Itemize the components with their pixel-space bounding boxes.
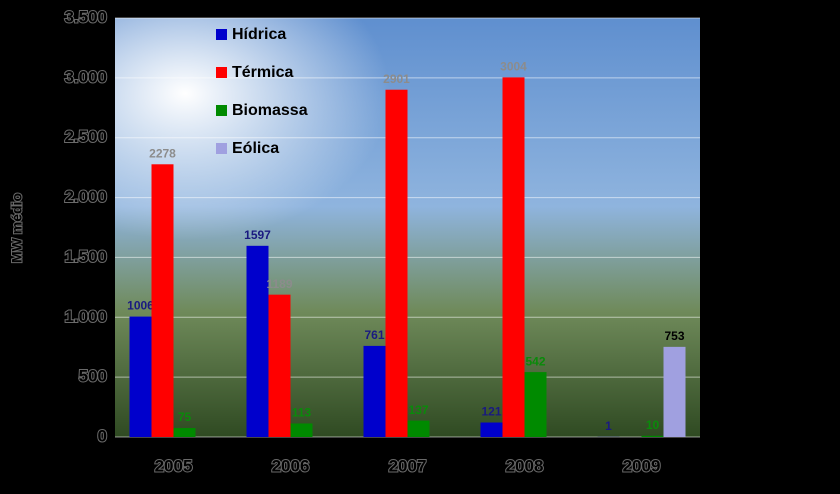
bar: [363, 345, 386, 437]
value-label: 1597: [244, 228, 271, 242]
y-tick-label: 0: [98, 426, 107, 445]
y-tick-label: 3.000: [64, 67, 107, 86]
bar: [480, 422, 503, 437]
bar: [290, 423, 313, 437]
value-label: 2278: [149, 146, 176, 160]
y-tick-label: 500: [79, 367, 107, 386]
value-label: 753: [664, 329, 684, 343]
value-label: 542: [525, 354, 545, 368]
x-tick-label: 2009: [623, 456, 661, 475]
y-tick-label: 2.000: [64, 187, 107, 206]
bar: [173, 428, 196, 437]
bar: [407, 420, 430, 437]
bar: [268, 294, 291, 437]
x-tick-label: 2007: [389, 456, 427, 475]
value-label: 75: [178, 410, 192, 424]
y-tick-label: 1.500: [64, 247, 107, 266]
legend-label: Térmica: [232, 64, 293, 81]
bar: [129, 316, 152, 437]
x-tick-label: 2005: [155, 456, 193, 475]
bar: [246, 245, 269, 437]
legend-swatch: [216, 29, 227, 40]
y-tick-label: 3.500: [64, 7, 107, 26]
bar: [663, 346, 686, 437]
value-label: 1189: [266, 277, 292, 291]
bar: [502, 77, 525, 437]
bar: [385, 89, 408, 437]
y-tick-label: 1.000: [64, 307, 107, 326]
legend-swatch: [216, 67, 227, 78]
legend-label: Eólica: [232, 140, 279, 157]
bar: [641, 435, 664, 437]
bar: [151, 164, 174, 437]
y-tick-label: 2.500: [64, 127, 107, 146]
y-axis-label: MW médio: [9, 193, 25, 263]
x-tick-label: 2008: [506, 456, 544, 475]
value-label: 113: [292, 406, 312, 420]
value-label: 3004: [500, 60, 527, 74]
legend-label: Biomassa: [232, 102, 308, 119]
value-label: 121: [481, 405, 501, 419]
value-label: 761: [364, 328, 384, 342]
value-label: 10: [646, 418, 660, 432]
value-label: 1: [605, 419, 612, 433]
x-tick-label: 2006: [272, 456, 310, 475]
value-label: 2901: [383, 72, 410, 86]
legend-swatch: [216, 105, 227, 116]
bar: [524, 372, 547, 437]
value-label: 1006: [127, 299, 154, 313]
value-label: 137: [408, 403, 428, 417]
legend-label: Hídrica: [232, 26, 286, 43]
legend-swatch: [216, 143, 227, 154]
